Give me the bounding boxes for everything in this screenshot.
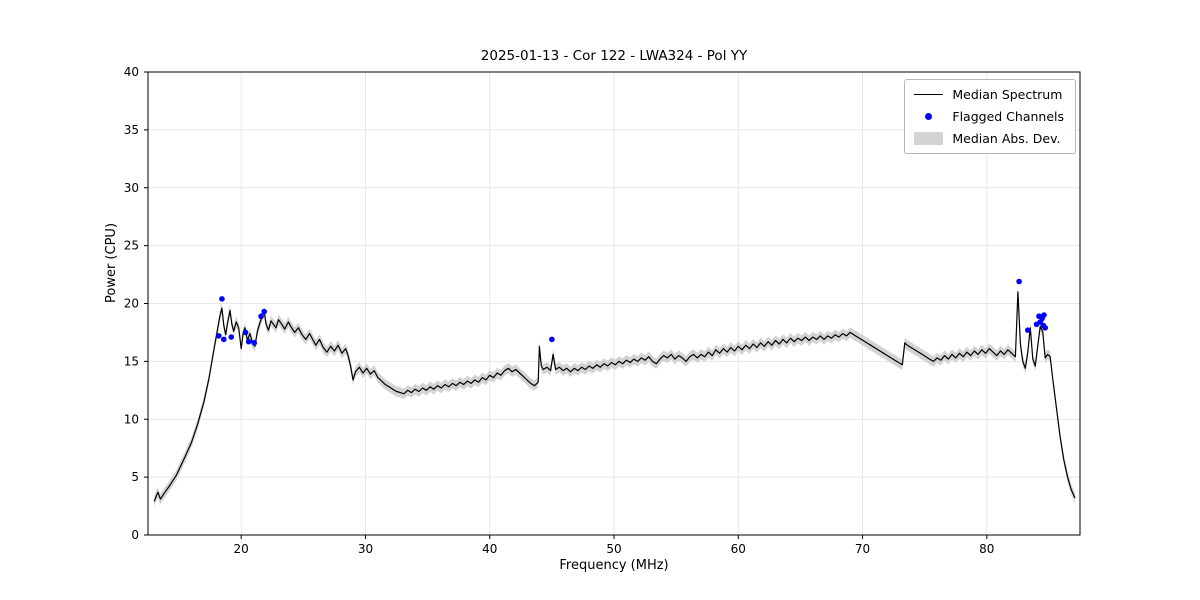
y-tick-label: 25 <box>124 239 139 253</box>
x-tick-label: 30 <box>358 542 373 556</box>
y-tick-label: 20 <box>124 297 139 311</box>
legend-item-median-spectrum: Median Spectrum <box>914 87 1064 102</box>
y-tick-label: 30 <box>124 181 139 195</box>
median-abs-dev-patch-swatch <box>914 132 944 145</box>
legend: Median Spectrum Flagged Channels Median … <box>904 79 1076 154</box>
axis-ticks <box>144 71 988 539</box>
legend-label: Flagged Channels <box>952 109 1064 124</box>
chart-title: 2025-01-13 - Cor 122 - LWA324 - Pol YY <box>480 48 748 64</box>
y-tick-label: 15 <box>124 354 139 368</box>
x-tick-label: 50 <box>606 542 621 556</box>
y-tick-label: 40 <box>124 65 139 79</box>
x-tick-label: 60 <box>731 542 746 556</box>
median-spectrum-line-swatch <box>914 94 944 95</box>
flagged-channels-dot-swatch <box>914 113 943 120</box>
x-axis-label: Frequency (MHz) <box>559 558 669 573</box>
legend-label: Median Spectrum <box>952 87 1063 102</box>
median-spectrum-line <box>153 291 1076 502</box>
y-tick-label: 0 <box>131 528 139 542</box>
y-tick-label: 35 <box>124 123 139 137</box>
flagged-channels-dots <box>216 278 1049 346</box>
mad-band <box>154 286 1075 507</box>
y-tick-label: 5 <box>131 470 139 484</box>
legend-label: Median Abs. Dev. <box>952 131 1061 146</box>
legend-item-flagged-channels: Flagged Channels <box>914 109 1064 124</box>
x-tick-label: 70 <box>855 542 870 556</box>
tick-labels: 20 30 40 50 60 70 80 0 5 10 15 20 25 30 35 40 <box>124 65 995 556</box>
x-tick-label: 20 <box>234 542 249 556</box>
x-tick-label: 40 <box>482 542 497 556</box>
legend-item-median-abs-dev: Median Abs. Dev. <box>914 131 1064 146</box>
x-tick-label: 80 <box>979 542 994 556</box>
y-tick-label: 10 <box>124 412 139 426</box>
